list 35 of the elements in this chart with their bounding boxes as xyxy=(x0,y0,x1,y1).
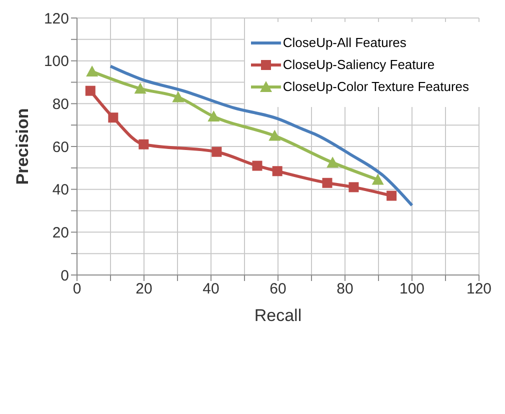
point xyxy=(138,139,149,150)
y-tick-label: 40 xyxy=(52,182,69,199)
y-axis-title: Precision xyxy=(13,108,32,185)
point xyxy=(208,110,220,122)
point xyxy=(85,86,96,96)
legend-label: CloseUp-All Features xyxy=(282,35,406,50)
x-tick-label: 120 xyxy=(466,280,492,298)
point xyxy=(268,130,281,141)
x-tick-label: 60 xyxy=(270,280,286,298)
x-tick-label: 20 xyxy=(136,280,152,298)
legend-label: CloseUp-Saliency Feature xyxy=(282,57,435,72)
x-tick-label: 80 xyxy=(336,280,354,298)
point xyxy=(252,160,262,171)
point xyxy=(386,190,397,201)
point xyxy=(108,112,118,123)
point xyxy=(372,174,384,185)
point xyxy=(212,146,222,157)
x-tick-label: 40 xyxy=(202,280,220,298)
x-tick-label: 0 xyxy=(72,280,82,298)
y-tick-label: 60 xyxy=(52,138,69,156)
y-tick-label: 20 xyxy=(52,224,69,242)
point xyxy=(272,166,282,176)
point xyxy=(326,156,339,168)
y-tick-label: 120 xyxy=(44,10,69,28)
x-tick-label: 100 xyxy=(399,280,425,298)
point xyxy=(322,178,332,188)
point xyxy=(86,66,98,77)
legend-label: CloseUp-Color Texture Features xyxy=(282,79,469,94)
point xyxy=(348,182,359,192)
y-tick-label: 0 xyxy=(60,267,69,284)
point xyxy=(172,91,184,102)
y-tick-label: 80 xyxy=(52,96,69,113)
x-axis-title: Recall xyxy=(254,306,302,325)
y-tick-label: 100 xyxy=(44,53,69,70)
point xyxy=(134,82,146,94)
